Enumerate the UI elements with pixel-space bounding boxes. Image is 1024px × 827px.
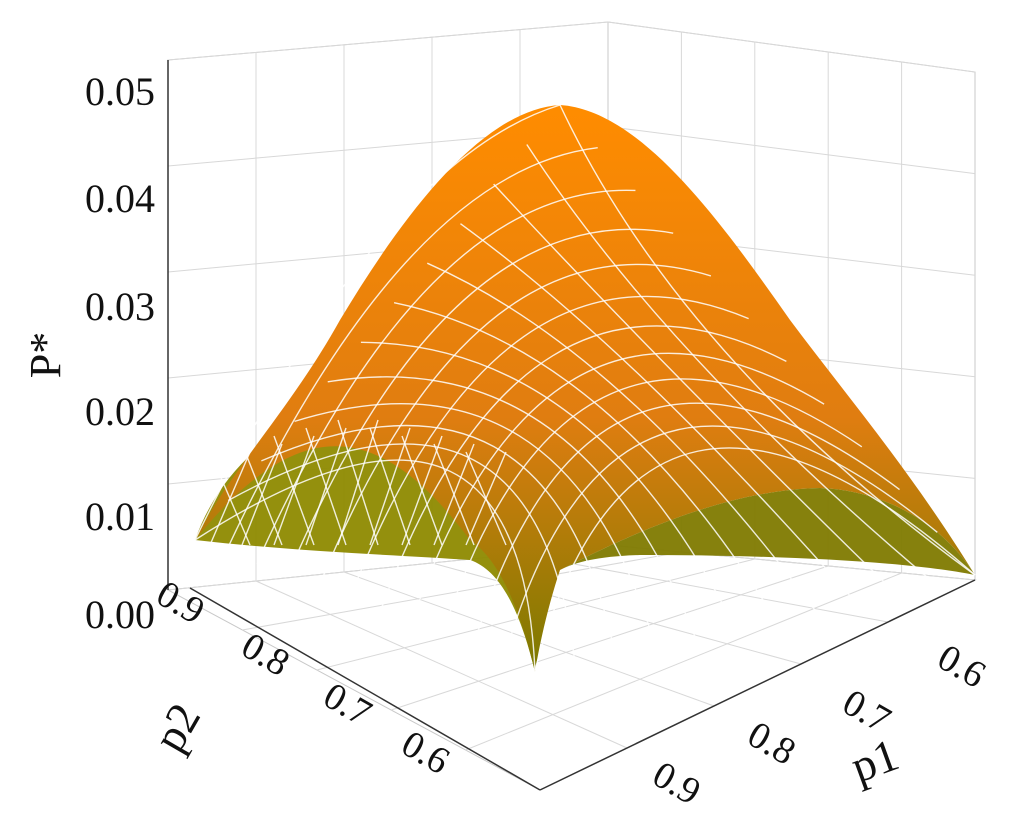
z-axis-title: P* [21,332,70,378]
z-tick-label: 0.03 [85,284,155,329]
z-tick-label: 0.00 [85,592,155,637]
p1-tick-label: 0.8 [741,713,803,773]
z-tick-label: 0.01 [85,494,155,539]
p1-tick-label: 0.6 [931,636,993,696]
p2-axis-title: p2 [143,695,210,760]
z-tick-label: 0.04 [85,176,155,221]
z-tick-label: 0.02 [85,389,155,434]
p1-axis-title: p1 [844,729,905,793]
p1-tick-label: 0.9 [646,753,708,813]
z-ticks: 0.05 0.04 0.03 0.02 0.01 0.00 [85,69,155,637]
z-tick-label: 0.05 [85,69,155,114]
